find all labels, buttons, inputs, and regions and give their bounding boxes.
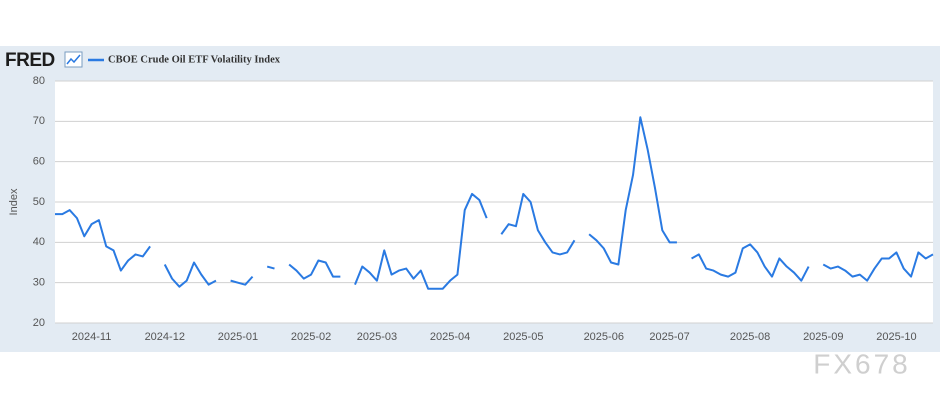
x-tick-label: 2025-09 — [803, 331, 843, 343]
data-line — [55, 116, 934, 290]
y-tick-label: 60 — [33, 156, 45, 168]
brand-logo: FRED — [5, 50, 55, 71]
x-tick-label: 2025-05 — [503, 331, 543, 343]
x-tick-label: 2025-03 — [357, 331, 397, 343]
y-tick-label: 20 — [33, 317, 45, 329]
x-tick-label: 2025-04 — [430, 331, 470, 343]
y-axis-label: Index — [8, 188, 20, 215]
y-tick-label: 40 — [33, 236, 45, 248]
x-tick-label: 2025-07 — [649, 331, 689, 343]
brand-icon — [64, 51, 83, 68]
x-tick-label: 2024-12 — [145, 331, 185, 343]
x-tick-label: 2025-08 — [730, 331, 770, 343]
y-tick-label: 30 — [33, 277, 45, 289]
y-tick-label: 80 — [33, 75, 45, 87]
y-tick-label: 70 — [33, 115, 45, 127]
x-tick-label: 2024-11 — [72, 331, 112, 343]
x-tick-label: 2025-10 — [876, 331, 916, 343]
x-tick-label: 2025-02 — [291, 331, 331, 343]
watermark: FX678 — [813, 348, 911, 379]
legend-label: CBOE Crude Oil ETF Volatility Index — [108, 54, 281, 65]
x-tick-label: 2025-06 — [584, 331, 624, 343]
y-tick-label: 50 — [33, 196, 45, 208]
x-tick-label: 2025-01 — [218, 331, 258, 343]
